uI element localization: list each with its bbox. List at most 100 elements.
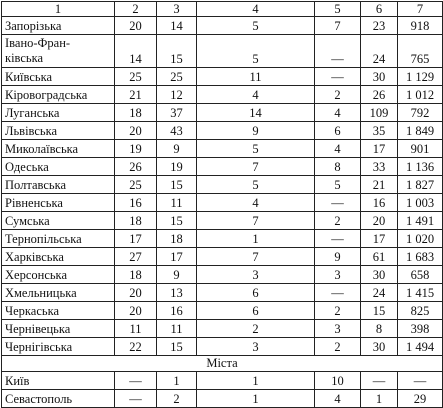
value-cell-col-7: 658	[397, 265, 443, 284]
value-cell-col-2: 22	[114, 337, 157, 356]
value-cell-col-3: 15	[156, 337, 197, 356]
value-cell-col-6: 30	[360, 67, 398, 86]
table-row: Миколаївська 19 9 5 4 17 901	[1, 139, 443, 158]
region-name-cell: Чернігівська	[1, 337, 115, 356]
value-cell-col-6: 24	[360, 283, 398, 302]
value-cell-col-5: 10	[314, 371, 361, 390]
region-name-cell: Львівська	[1, 121, 115, 140]
value-cell-col-6: 26	[360, 85, 398, 104]
value-cell-col-7: 1 136	[397, 157, 443, 176]
value-cell-col-5: 2	[314, 301, 361, 320]
table-row: Херсонська 18 9 3 3 30 658	[1, 265, 443, 284]
value-cell-col-5: —	[314, 67, 361, 86]
region-name-cell: Луганська	[1, 103, 115, 122]
region-name-cell: Тернопільська	[1, 229, 115, 248]
table-body: Запорізька 20 14 5 7 23 918 Івано-Фран-ківська 1…	[1, 16, 443, 408]
value-cell-col-2: 18	[114, 265, 157, 284]
value-cell-col-2: 20	[114, 283, 157, 302]
value-cell-col-5: 3	[314, 319, 361, 338]
region-name-cell: Хмельницька	[1, 283, 115, 302]
region-name-cell: Київська	[1, 67, 115, 86]
table-row: Черкаська 20 16 6 2 15 825	[1, 301, 443, 320]
value-cell-col-6: 8	[360, 319, 398, 338]
value-cell-col-4: 5	[196, 139, 315, 158]
value-cell-col-4: 1	[196, 229, 315, 248]
value-cell-col-3: 12	[156, 85, 197, 104]
value-cell-col-6: 23	[360, 16, 398, 35]
value-cell-col-6: 21	[360, 175, 398, 194]
table-row: Львівська 20 43 9 6 35 1 849	[1, 121, 443, 140]
value-cell-col-6: 1	[360, 389, 398, 408]
region-name-cell: Одеська	[1, 157, 115, 176]
value-cell-col-4: 4	[196, 193, 315, 212]
region-name-cell: Кіровоградська	[1, 85, 115, 104]
region-name-cell: Харківська	[1, 247, 115, 266]
value-cell-col-3: 11	[156, 193, 197, 212]
value-cell-col-2: 20	[114, 16, 157, 35]
value-cell-col-5: 6	[314, 121, 361, 140]
value-cell-col-7: 398	[397, 319, 443, 338]
value-cell-col-7: 1 003	[397, 193, 443, 212]
value-cell-col-2: 25	[114, 175, 157, 194]
value-cell-col-4: 4	[196, 85, 315, 104]
region-name-cell: Полтавська	[1, 175, 115, 194]
value-cell-col-2: 20	[114, 121, 157, 140]
value-cell-col-3: 37	[156, 103, 197, 122]
value-cell-col-6: 20	[360, 211, 398, 230]
value-cell-col-3: 16	[156, 301, 197, 320]
value-cell-col-4: 1	[196, 389, 315, 408]
column-header-5: 5	[314, 1, 361, 17]
value-cell-col-5: 2	[314, 85, 361, 104]
region-name-cell: Київ	[1, 371, 115, 390]
value-cell-col-7: 825	[397, 301, 443, 320]
value-cell-col-5: —	[314, 193, 361, 212]
value-cell-col-2: 25	[114, 67, 157, 86]
value-cell-col-4: 7	[196, 247, 315, 266]
column-header-6: 6	[360, 1, 398, 17]
value-cell-col-6: 30	[360, 265, 398, 284]
value-cell-col-5: —	[314, 229, 361, 248]
region-name-cell: Черкаська	[1, 301, 115, 320]
table-row: Луганська 18 37 14 4 109 792	[1, 103, 443, 122]
value-cell-col-7: 1 012	[397, 85, 443, 104]
value-cell-col-5: 7	[314, 16, 361, 35]
value-cell-col-5: 4	[314, 103, 361, 122]
value-cell-col-5: 2	[314, 211, 361, 230]
value-cell-col-2: 14	[114, 34, 157, 68]
table-row: Тернопільська 17 18 1—17 1 020	[1, 229, 443, 248]
table-row: Київ —1 1 10— —	[1, 371, 443, 390]
table-row: Полтавська 25 15 5 5 21 1 827	[1, 175, 443, 194]
value-cell-col-7: 1 491	[397, 211, 443, 230]
section-row-cities: Міста	[1, 355, 443, 372]
value-cell-col-2: 19	[114, 139, 157, 158]
column-header-2: 2	[114, 1, 157, 17]
value-cell-col-6: 35	[360, 121, 398, 140]
table-row: Севастополь —2 1 4 1 29	[1, 389, 443, 408]
table-row: Сумська 18 15 7 2 20 1 491	[1, 211, 443, 230]
table-row: Харківська 27 17 7 9 61 1 683	[1, 247, 443, 266]
value-cell-col-5: 3	[314, 265, 361, 284]
table-row: Рівненська 16 11 4—16 1 003	[1, 193, 443, 212]
region-name-cell: Сумська	[1, 211, 115, 230]
value-cell-col-4: 5	[196, 34, 315, 68]
value-cell-col-6: 17	[360, 139, 398, 158]
region-name-cell: Івано-Фран-ківська	[1, 34, 115, 68]
value-cell-col-7: —	[397, 371, 443, 390]
value-cell-col-6: 33	[360, 157, 398, 176]
value-cell-col-5: 9	[314, 247, 361, 266]
value-cell-col-7: 1 494	[397, 337, 443, 356]
value-cell-col-3: 17	[156, 247, 197, 266]
region-name-cell: Чернівецька	[1, 319, 115, 338]
value-cell-col-5: 4	[314, 139, 361, 158]
table-row: Одеська 26 19 7 8 33 1 136	[1, 157, 443, 176]
value-cell-col-3: 43	[156, 121, 197, 140]
value-cell-col-7: 29	[397, 389, 443, 408]
value-cell-col-7: 1 020	[397, 229, 443, 248]
value-cell-col-4: 1	[196, 371, 315, 390]
value-cell-col-6: 61	[360, 247, 398, 266]
value-cell-col-2: 27	[114, 247, 157, 266]
table-row: Кіровоградська 21 12 4 2 26 1 012	[1, 85, 443, 104]
value-cell-col-3: 15	[156, 34, 197, 68]
